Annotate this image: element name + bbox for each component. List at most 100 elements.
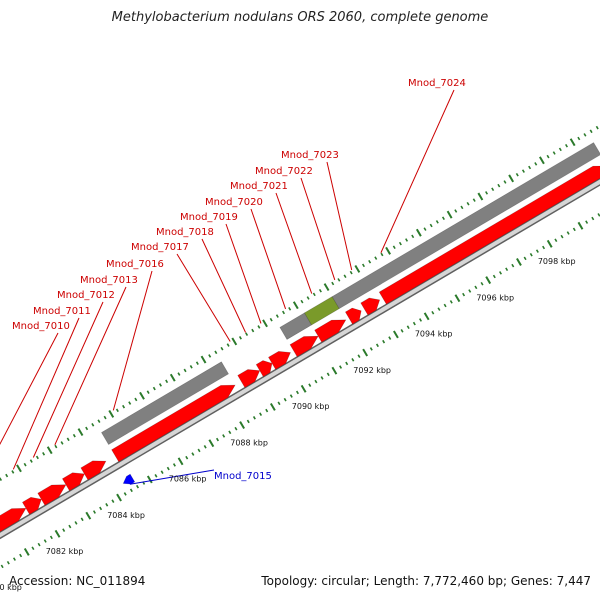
gene-arrow-mnod_7021[interactable] (314, 319, 347, 343)
outer-tick (406, 325, 410, 330)
inner-tick (411, 234, 415, 239)
outer-tick (283, 397, 287, 402)
gene-arrow-mnod_7014[interactable] (80, 460, 107, 481)
cds-bar[interactable] (331, 142, 600, 310)
gene-label-mnod_7010[interactable]: Mnod_7010 (12, 321, 70, 332)
outer-tick (357, 354, 361, 358)
inner-tick (158, 383, 162, 387)
gene-label-mnod_7021[interactable]: Mnod_7021 (230, 181, 288, 192)
outer-tick (154, 474, 158, 478)
outer-tick (12, 557, 16, 561)
inner-tick (169, 373, 176, 382)
inner-tick (423, 227, 427, 231)
gene-arrow-mnod_7010[interactable] (0, 507, 27, 543)
outer-tick (68, 524, 72, 529)
inner-tick (565, 143, 569, 148)
inner-tick (515, 172, 519, 177)
tick-label: 7090 kbp (292, 402, 330, 411)
cds-bar[interactable] (101, 361, 229, 445)
inner-tick (195, 361, 199, 365)
gene-arrow-mnod_7013[interactable] (61, 472, 85, 492)
inner-tick (460, 205, 464, 210)
cds-bar-layer (101, 142, 600, 445)
outer-tick (19, 553, 23, 558)
gene-arrow-mnod_7015[interactable] (122, 473, 136, 485)
inner-tick (231, 337, 238, 346)
inner-tick (214, 350, 218, 355)
inner-tick (35, 455, 39, 460)
outer-tick (351, 358, 355, 362)
outer-tick (591, 216, 595, 221)
gene-arrow-mnod_7018[interactable] (255, 360, 273, 378)
accession-text: Accession: NC_011894 (9, 574, 146, 588)
inner-tick (398, 241, 402, 246)
leader-line (0, 332, 59, 445)
outer-tick (105, 503, 109, 507)
leader-line (275, 192, 313, 294)
outer-tick (554, 238, 558, 243)
gene-label-mnod_7012[interactable]: Mnod_7012 (57, 290, 115, 301)
leader-line (32, 301, 104, 458)
gene-label-mnod_7017[interactable]: Mnod_7017 (131, 242, 189, 253)
inner-tick (146, 390, 150, 394)
axis-tick-labels: 7080 kbp 7082 kbp 7084 kbp 7086 kbp 7088 kbp… (0, 257, 576, 592)
outer-tick (314, 379, 318, 384)
outer-tick (43, 539, 47, 543)
gene-label-mnod_7022[interactable]: Mnod_7022 (255, 166, 313, 177)
gene-arrow-mnod_7020[interactable] (289, 335, 319, 358)
gene-label-mnod_7024[interactable]: Mnod_7024 (408, 78, 466, 89)
gene-label-mnod_7020[interactable]: Mnod_7020 (205, 197, 263, 208)
outer-tick (160, 470, 164, 474)
leader-line (129, 469, 215, 485)
inner-tick (0, 477, 3, 481)
inner-tick (262, 319, 268, 328)
gene-label-mnod_7013[interactable]: Mnod_7013 (80, 275, 138, 286)
leader-line (300, 177, 336, 281)
inner-tick (337, 278, 341, 282)
gene-arrow-mnod_7017[interactable] (237, 369, 261, 388)
inner-tick (300, 299, 304, 304)
inner-tick (46, 446, 53, 455)
outer-tick (295, 390, 299, 395)
outer-tick (246, 419, 250, 424)
inner-tick (380, 252, 384, 257)
inner-tick (226, 343, 230, 347)
gene-arrow-mnod_7016[interactable] (111, 384, 236, 463)
gene-arrow-mnod_7022[interactable] (344, 307, 362, 325)
outer-tick (382, 339, 386, 344)
inner-tick (257, 325, 261, 329)
inner-tick (577, 136, 581, 141)
inner-tick (485, 191, 489, 195)
outer-tick (546, 239, 553, 248)
gene-arrow-mnod_7019[interactable] (268, 351, 291, 370)
leader-line (250, 208, 287, 310)
gene-label-mnod_7016[interactable]: Mnod_7016 (106, 259, 164, 270)
gene-label-mnod_7011[interactable]: Mnod_7011 (33, 306, 91, 317)
leader-line (225, 223, 262, 324)
inner-tick (528, 165, 532, 170)
gene-label-mnod_7018[interactable]: Mnod_7018 (156, 227, 214, 238)
outer-tick (269, 402, 276, 411)
inner-tick (108, 409, 115, 418)
inner-tick (472, 198, 476, 202)
gene-arrow-mnod_7024[interactable] (378, 165, 600, 305)
gene-label-mnod_7019[interactable]: Mnod_7019 (180, 212, 238, 223)
gene-arrow-mnod_7012[interactable] (37, 484, 67, 506)
inner-tick (477, 192, 484, 201)
inner-tick (497, 183, 501, 188)
outer-tick (80, 517, 84, 522)
gene-arrow-mnod_7011[interactable] (21, 496, 42, 515)
gene-label-mnod_7023[interactable]: Mnod_7023 (281, 150, 339, 161)
outer-tick (197, 448, 201, 453)
outer-tick (572, 227, 576, 232)
outer-tick (345, 361, 349, 366)
tick-label: 7088 kbp (230, 438, 268, 447)
outer-tick (37, 542, 41, 547)
inner-tick (29, 459, 33, 463)
gene-label-mnod_7015[interactable]: Mnod_7015 (214, 471, 272, 482)
gene-arrow-mnod_7023[interactable] (360, 297, 381, 316)
outer-tick (54, 529, 61, 538)
inner-tick (85, 426, 89, 431)
inner-tick (415, 228, 422, 237)
